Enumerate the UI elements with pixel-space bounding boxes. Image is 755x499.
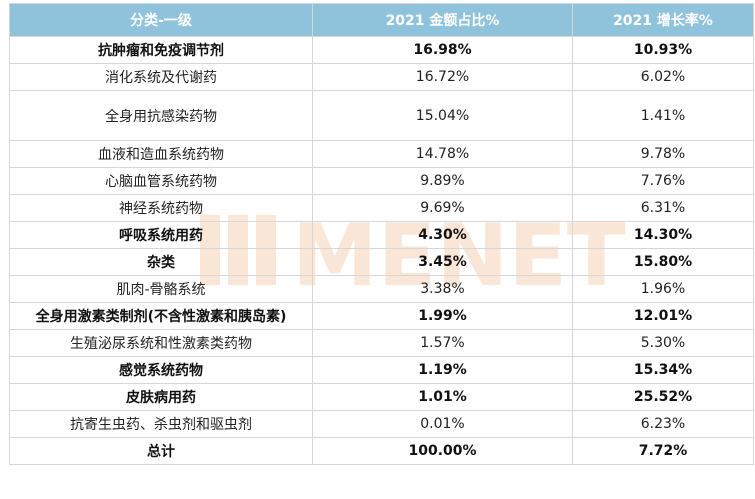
cell-share: 15.04% [312,90,573,141]
header-growth: 2021 增长率% [572,3,754,37]
cell-growth: 7.72% [572,437,754,465]
cell-growth: 12.01% [572,302,754,330]
cell-growth: 25.52% [572,383,754,411]
cell-category: 呼吸系统用药 [9,221,313,249]
cell-category: 全身用抗感染药物 [9,90,313,141]
table-row: 肌肉-骨骼系统 3.38% 1.96% [9,275,754,303]
cell-share: 3.38% [312,275,573,303]
header-share: 2021 金额占比% [312,3,573,37]
table-row: 全身用抗感染药物 15.04% 1.41% [9,90,754,141]
cell-category: 血液和造血系统药物 [9,140,313,168]
cell-growth: 7.76% [572,167,754,195]
cell-share: 1.19% [312,356,573,384]
cell-category: 总计 [9,437,313,465]
cell-share: 9.89% [312,167,573,195]
cell-growth: 15.80% [572,248,754,276]
table-row: 血液和造血系统药物 14.78% 9.78% [9,140,754,168]
cell-category: 神经系统药物 [9,194,313,222]
cell-share: 16.98% [312,36,573,64]
cell-growth: 14.30% [572,221,754,249]
cell-category: 生殖泌尿系统和性激素类药物 [9,329,313,357]
cell-share: 0.01% [312,410,573,438]
cell-share: 9.69% [312,194,573,222]
cell-growth: 9.78% [572,140,754,168]
table-row: 全身用激素类制剂(不含性激素和胰岛素) 1.99% 12.01% [9,302,754,330]
cell-share: 1.57% [312,329,573,357]
cell-growth: 1.41% [572,90,754,141]
table-row: 总计 100.00% 7.72% [9,437,754,465]
cell-category: 皮肤病用药 [9,383,313,411]
table-row: 皮肤病用药 1.01% 25.52% [9,383,754,411]
cell-growth: 15.34% [572,356,754,384]
pharma-category-table: 分类-一级 2021 金额占比% 2021 增长率% 抗肿瘤和免疫调节剂 16.9… [9,3,754,465]
cell-growth: 6.23% [572,410,754,438]
cell-share: 3.45% [312,248,573,276]
table-row: 消化系统及代谢药 16.72% 6.02% [9,63,754,91]
cell-category: 杂类 [9,248,313,276]
cell-category: 抗肿瘤和免疫调节剂 [9,36,313,64]
table-row: 抗寄生虫药、杀虫剂和驱虫剂 0.01% 6.23% [9,410,754,438]
table-row: 生殖泌尿系统和性激素类药物 1.57% 5.30% [9,329,754,357]
table-row: 心脑血管系统药物 9.89% 7.76% [9,167,754,195]
cell-category: 消化系统及代谢药 [9,63,313,91]
table-row: 神经系统药物 9.69% 6.31% [9,194,754,222]
cell-growth: 10.93% [572,36,754,64]
cell-share: 100.00% [312,437,573,465]
cell-share: 4.30% [312,221,573,249]
cell-growth: 6.02% [572,63,754,91]
cell-growth: 5.30% [572,329,754,357]
header-category: 分类-一级 [9,3,313,37]
cell-category: 心脑血管系统药物 [9,167,313,195]
table-row: 呼吸系统用药 4.30% 14.30% [9,221,754,249]
cell-category: 肌肉-骨骼系统 [9,275,313,303]
cell-share: 14.78% [312,140,573,168]
cell-share: 1.01% [312,383,573,411]
cell-category: 全身用激素类制剂(不含性激素和胰岛素) [9,302,313,330]
cell-category: 抗寄生虫药、杀虫剂和驱虫剂 [9,410,313,438]
cell-growth: 6.31% [572,194,754,222]
cell-share: 16.72% [312,63,573,91]
cell-category: 感觉系统药物 [9,356,313,384]
cell-share: 1.99% [312,302,573,330]
table-row: 杂类 3.45% 15.80% [9,248,754,276]
table-header-row: 分类-一级 2021 金额占比% 2021 增长率% [9,3,754,37]
table-row: 感觉系统药物 1.19% 15.34% [9,356,754,384]
table-row: 抗肿瘤和免疫调节剂 16.98% 10.93% [9,36,754,64]
cell-growth: 1.96% [572,275,754,303]
